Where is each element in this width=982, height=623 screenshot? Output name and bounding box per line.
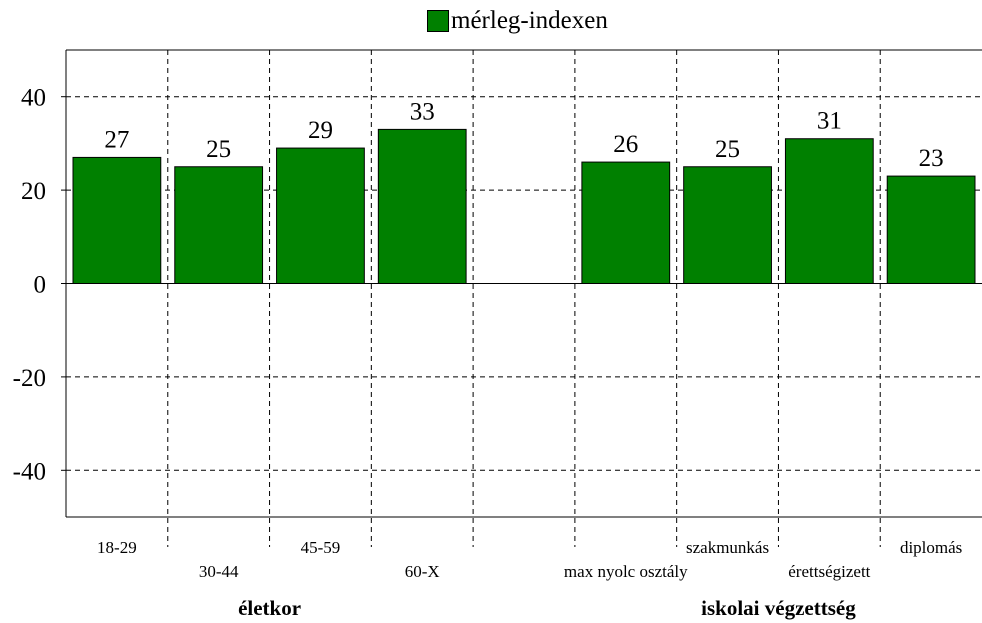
group-label: életkor — [238, 596, 301, 620]
category-label: 18-29 — [97, 538, 137, 557]
category-label: max nyolc osztály — [564, 562, 688, 581]
bar — [377, 128, 467, 284]
legend-label: mérleg-indexen — [451, 7, 608, 34]
bars — [72, 128, 976, 284]
bar — [581, 161, 671, 284]
y-tick-label: 0 — [34, 272, 47, 299]
legend: mérleg-indexen — [427, 6, 608, 36]
axes — [65, 49, 982, 518]
category-label: 45-59 — [301, 538, 341, 557]
category-label: 30-44 — [199, 562, 239, 581]
bar — [784, 138, 874, 284]
group-label: iskolai végzettség — [701, 596, 856, 620]
bar — [683, 166, 772, 284]
y-ticks: -40 -20 0 20 40 — [13, 85, 66, 485]
data-label: 25 — [206, 136, 231, 163]
category-labels: 18-29 30-44 45-59 60-X max nyolc osztály szak… — [97, 538, 962, 581]
data-label: 26 — [613, 131, 638, 158]
bar — [72, 156, 162, 284]
legend-swatch — [427, 10, 449, 32]
y-tick-label: 20 — [21, 178, 46, 205]
y-tick-label: 40 — [21, 85, 46, 112]
data-label: 25 — [715, 136, 740, 163]
category-label: szakmunkás — [686, 538, 769, 557]
data-label: 33 — [410, 98, 435, 125]
data-labels: 27 25 29 33 26 25 31 23 — [104, 98, 943, 172]
y-tick-label: -20 — [13, 365, 46, 392]
category-label: érettségizett — [788, 562, 870, 581]
y-tick-label: -40 — [13, 458, 46, 485]
group-labels: életkor iskolai végzettség — [238, 596, 856, 620]
data-label: 29 — [308, 117, 333, 144]
data-label: 27 — [104, 126, 129, 153]
category-label: diplomás — [900, 538, 962, 557]
bar — [276, 147, 365, 284]
data-label: 31 — [817, 108, 842, 135]
grid — [66, 50, 982, 547]
bar — [886, 175, 976, 284]
category-label: 60-X — [405, 562, 440, 581]
bar — [174, 166, 264, 284]
data-label: 23 — [919, 145, 944, 172]
